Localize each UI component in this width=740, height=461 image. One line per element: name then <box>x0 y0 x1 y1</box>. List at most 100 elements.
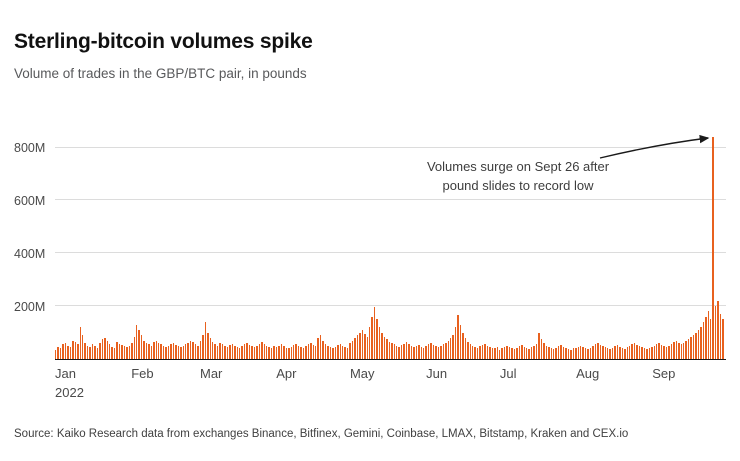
bar <box>133 336 135 359</box>
bar <box>415 346 418 359</box>
bar <box>167 346 170 359</box>
bar <box>535 344 538 359</box>
bar <box>557 346 560 359</box>
bar <box>476 347 479 359</box>
bar <box>665 347 668 359</box>
bar <box>359 332 361 359</box>
bar <box>499 349 501 359</box>
bar <box>261 342 263 359</box>
bar <box>126 347 128 359</box>
bar <box>290 346 292 359</box>
bar <box>373 307 376 359</box>
bar <box>77 344 79 359</box>
bar <box>540 339 543 359</box>
bar <box>204 322 207 359</box>
bar <box>317 337 319 359</box>
bars-container <box>55 129 726 359</box>
plot-area <box>55 129 726 360</box>
bar <box>104 337 106 359</box>
bar <box>57 347 59 359</box>
bar <box>307 344 310 359</box>
bar <box>81 335 84 359</box>
chart-subtitle: Volume of trades in the GBP/BTC pair, in… <box>14 66 307 81</box>
bar <box>371 316 373 359</box>
bar <box>494 348 496 359</box>
x-tick-label-apr: Apr <box>276 366 297 381</box>
bar <box>526 347 528 359</box>
bar <box>629 345 631 359</box>
annotation-line-1: Volumes surge on Sept 26 after <box>426 159 610 174</box>
bar <box>683 343 685 359</box>
bar <box>575 348 577 359</box>
bar <box>582 347 584 359</box>
x-tick-label-feb: Feb <box>131 366 154 381</box>
bar <box>214 344 216 359</box>
gridline <box>55 305 726 307</box>
y-tick-label: 400M <box>14 246 46 261</box>
bar <box>270 347 273 359</box>
bar <box>663 346 665 359</box>
bar <box>707 311 709 359</box>
bar <box>138 329 140 359</box>
bar <box>283 346 285 359</box>
bar <box>123 346 126 359</box>
bar <box>189 340 192 359</box>
bar <box>101 339 104 359</box>
bar <box>656 344 658 359</box>
bar <box>459 324 462 359</box>
bar <box>297 345 300 359</box>
bar <box>221 344 224 359</box>
bar <box>658 343 660 359</box>
bar <box>72 340 74 359</box>
bar <box>111 347 113 359</box>
bar <box>722 319 724 359</box>
bar <box>641 347 643 359</box>
bar <box>611 347 614 359</box>
bar <box>408 344 410 359</box>
bar <box>55 349 57 359</box>
bar <box>616 345 619 359</box>
bar <box>84 343 86 359</box>
gridlines <box>55 129 726 359</box>
bar <box>442 344 445 359</box>
bar <box>185 344 187 359</box>
bar <box>121 345 123 359</box>
bar <box>209 337 211 359</box>
bar <box>67 345 69 359</box>
bar <box>337 345 339 359</box>
bar <box>143 340 145 359</box>
bar <box>172 343 175 359</box>
bar <box>99 343 101 359</box>
bar <box>212 341 214 359</box>
bar <box>315 346 317 359</box>
bar <box>469 344 472 359</box>
bar <box>489 346 491 359</box>
bar <box>508 347 511 359</box>
bar <box>182 345 185 359</box>
gridline <box>55 199 726 201</box>
bar <box>621 347 624 359</box>
bar <box>383 336 386 359</box>
gridline <box>55 146 726 148</box>
x-tick-label-aug: Aug <box>576 366 600 381</box>
bar <box>467 341 469 359</box>
y-tick-label: 200M <box>14 299 46 314</box>
bar <box>324 344 327 359</box>
bar <box>96 347 99 359</box>
bar <box>403 343 405 359</box>
bar <box>219 343 221 359</box>
bar <box>322 340 324 359</box>
source-text: Source: Kaiko Research data from exchang… <box>14 428 629 440</box>
bar <box>378 327 381 359</box>
bar <box>624 348 626 359</box>
annotation-arrow-icon <box>599 134 710 159</box>
bar <box>344 347 346 359</box>
bar <box>518 346 521 359</box>
bar <box>108 344 111 359</box>
annotation-text: Volumes surge on Sept 26 after pound sli… <box>392 158 644 196</box>
x-tick-label-jan: Jan 2022 <box>55 366 84 400</box>
x-tick-label-sep: Sep <box>652 366 676 381</box>
bar <box>511 348 513 359</box>
bar <box>457 315 459 359</box>
